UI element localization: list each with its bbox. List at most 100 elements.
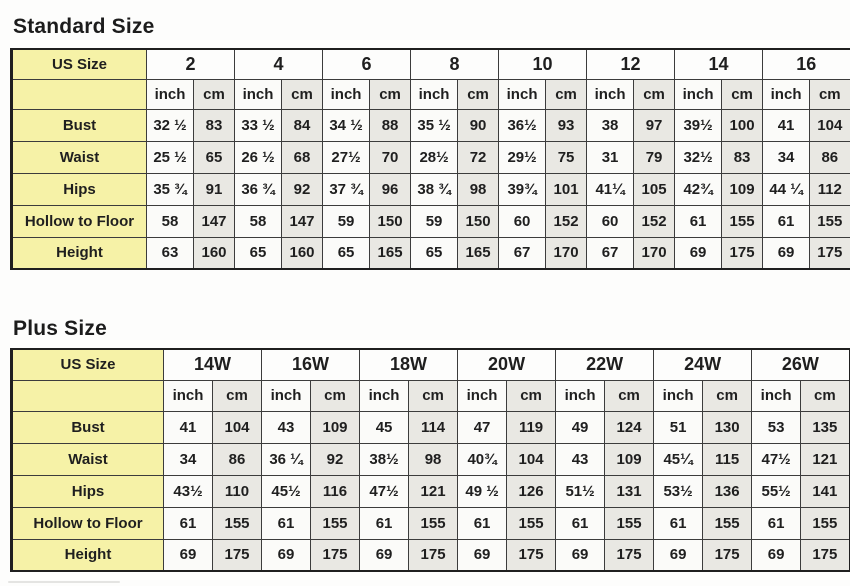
measurement-value-inch: 60 bbox=[586, 204, 635, 238]
measurement-value-inch: 38 bbox=[586, 108, 635, 142]
measurement-value-inch: 49 ½ bbox=[457, 474, 508, 508]
measurement-value-inch: 69 bbox=[762, 236, 811, 270]
size-column-header: 22W bbox=[555, 348, 655, 381]
size-header-row: US Size 14W 16W 18W 20W 22W 24W 26W bbox=[11, 348, 850, 381]
measurement-row-label: Waist bbox=[11, 442, 164, 476]
measurement-value-cm: 141 bbox=[800, 474, 850, 508]
measurement-value-inch: 44 ¼ bbox=[762, 172, 811, 206]
unit-header-inch: inch bbox=[674, 78, 723, 110]
measurement-value-inch: 32 ½ bbox=[146, 108, 194, 142]
measurement-value-inch: 36 ¼ bbox=[261, 442, 312, 476]
measurement-value-inch: 51½ bbox=[555, 474, 606, 508]
unit-header-inch: inch bbox=[457, 379, 508, 412]
bottom-edge-artifact-line bbox=[8, 581, 120, 583]
measurement-row: Waist 25 ½ 65 26 ½ 68 27½ 70 28½ 72 29½ 75 31 79 32½ 8… bbox=[11, 140, 850, 174]
measurement-row-label: Bust bbox=[11, 410, 164, 444]
measurement-value-inch: 28½ bbox=[410, 140, 459, 174]
measurement-row-label: Height bbox=[11, 236, 147, 270]
unit-header-cm: cm bbox=[545, 78, 588, 110]
unit-header-cm: cm bbox=[604, 379, 655, 412]
unit-header-row: inch cm inch cm inch cm inch cm inch cm inch cm inch… bbox=[11, 78, 850, 110]
measurement-value-inch: 45¼ bbox=[653, 442, 704, 476]
unit-header-inch: inch bbox=[359, 379, 410, 412]
measurement-value-cm: 90 bbox=[457, 108, 500, 142]
size-column-header: 16W bbox=[261, 348, 361, 381]
measurement-value-inch: 65 bbox=[322, 236, 371, 270]
measurement-value-cm: 175 bbox=[809, 236, 850, 270]
measurement-value-inch: 69 bbox=[751, 538, 802, 572]
measurement-value-cm: 98 bbox=[457, 172, 500, 206]
measurement-value-inch: 69 bbox=[457, 538, 508, 572]
measurement-value-inch: 27½ bbox=[322, 140, 371, 174]
plus-size-title: Plus Size bbox=[13, 317, 108, 340]
measurement-row: Waist 34 86 36 ¼ 92 38½ 98 40¾ 104 43 109 45¼ 115 47½… bbox=[11, 442, 850, 476]
size-column-header: 10 bbox=[498, 48, 588, 80]
measurement-value-cm: 121 bbox=[800, 442, 850, 476]
measurement-value-cm: 155 bbox=[211, 506, 263, 540]
measurement-value-cm: 175 bbox=[211, 538, 263, 572]
measurement-value-cm: 126 bbox=[506, 474, 557, 508]
measurement-value-inch: 39¾ bbox=[498, 172, 547, 206]
measurement-value-inch: 61 bbox=[653, 506, 704, 540]
measurement-value-cm: 91 bbox=[192, 172, 236, 206]
measurement-value-inch: 47½ bbox=[751, 442, 802, 476]
measurement-value-cm: 165 bbox=[369, 236, 412, 270]
measurement-value-cm: 175 bbox=[506, 538, 557, 572]
size-column-header: 16 bbox=[762, 48, 850, 80]
unit-header-cm: cm bbox=[211, 379, 263, 412]
measurement-value-cm: 92 bbox=[310, 442, 361, 476]
measurement-value-cm: 150 bbox=[369, 204, 412, 238]
size-column-header: 24W bbox=[653, 348, 753, 381]
measurement-value-cm: 92 bbox=[281, 172, 324, 206]
unit-header-inch: inch bbox=[751, 379, 802, 412]
measurement-row: Hollow to Floor 61 155 61 155 61 155 61 155 61 155… bbox=[11, 506, 850, 540]
measurement-value-cm: 150 bbox=[457, 204, 500, 238]
measurement-value-cm: 104 bbox=[809, 108, 850, 142]
measurement-value-inch: 29½ bbox=[498, 140, 547, 174]
measurement-value-cm: 131 bbox=[604, 474, 655, 508]
unit-header-inch: inch bbox=[653, 379, 704, 412]
unit-header-cm: cm bbox=[369, 78, 412, 110]
measurement-value-inch: 25 ½ bbox=[146, 140, 194, 174]
measurement-row: Bust 41 104 43 109 45 114 47 119 49 124 51 130 53 135 bbox=[11, 410, 850, 444]
measurement-value-cm: 98 bbox=[408, 442, 459, 476]
measurement-value-inch: 41 bbox=[762, 108, 811, 142]
measurement-row-label: Hips bbox=[11, 474, 164, 508]
measurement-value-inch: 35 ¾ bbox=[146, 172, 194, 206]
size-column-header: 18W bbox=[359, 348, 459, 381]
measurement-row-label: Waist bbox=[11, 140, 147, 174]
measurement-value-cm: 72 bbox=[457, 140, 500, 174]
measurement-value-cm: 155 bbox=[800, 506, 850, 540]
measurement-row: Bust 32 ½ 83 33 ½ 84 34 ½ 88 35 ½ 90 36½ 93 38 97 39½… bbox=[11, 108, 850, 142]
measurement-value-inch: 49 bbox=[555, 410, 606, 444]
measurement-value-inch: 43 bbox=[555, 442, 606, 476]
size-column-header: 2 bbox=[145, 48, 236, 80]
measurement-value-cm: 112 bbox=[809, 172, 850, 206]
measurement-value-inch: 36½ bbox=[498, 108, 547, 142]
measurement-value-inch: 47 bbox=[457, 410, 508, 444]
measurement-value-inch: 34 ½ bbox=[322, 108, 371, 142]
measurement-row-label: Height bbox=[11, 538, 164, 572]
measurement-value-cm: 101 bbox=[545, 172, 588, 206]
measurement-value-inch: 61 bbox=[674, 204, 723, 238]
measurement-value-cm: 130 bbox=[702, 410, 753, 444]
measurement-value-inch: 41 bbox=[163, 410, 213, 444]
measurement-value-cm: 96 bbox=[369, 172, 412, 206]
measurement-value-cm: 86 bbox=[211, 442, 263, 476]
measurement-row-label: Bust bbox=[11, 108, 147, 142]
unit-header-inch: inch bbox=[498, 78, 547, 110]
measurement-value-inch: 26 ½ bbox=[234, 140, 283, 174]
measurement-value-inch: 58 bbox=[234, 204, 283, 238]
measurement-row-label: Hips bbox=[11, 172, 147, 206]
measurement-value-cm: 155 bbox=[721, 204, 764, 238]
measurement-value-inch: 33 ½ bbox=[234, 108, 283, 142]
unit-header-cm: cm bbox=[506, 379, 557, 412]
measurement-value-cm: 114 bbox=[408, 410, 459, 444]
unit-header-inch: inch bbox=[146, 78, 194, 110]
measurement-value-inch: 38 ¾ bbox=[410, 172, 459, 206]
measurement-value-inch: 61 bbox=[359, 506, 410, 540]
measurement-value-cm: 88 bbox=[369, 108, 412, 142]
corner-blank-cell bbox=[11, 379, 164, 412]
measurement-value-cm: 104 bbox=[211, 410, 263, 444]
measurement-value-inch: 45½ bbox=[261, 474, 312, 508]
